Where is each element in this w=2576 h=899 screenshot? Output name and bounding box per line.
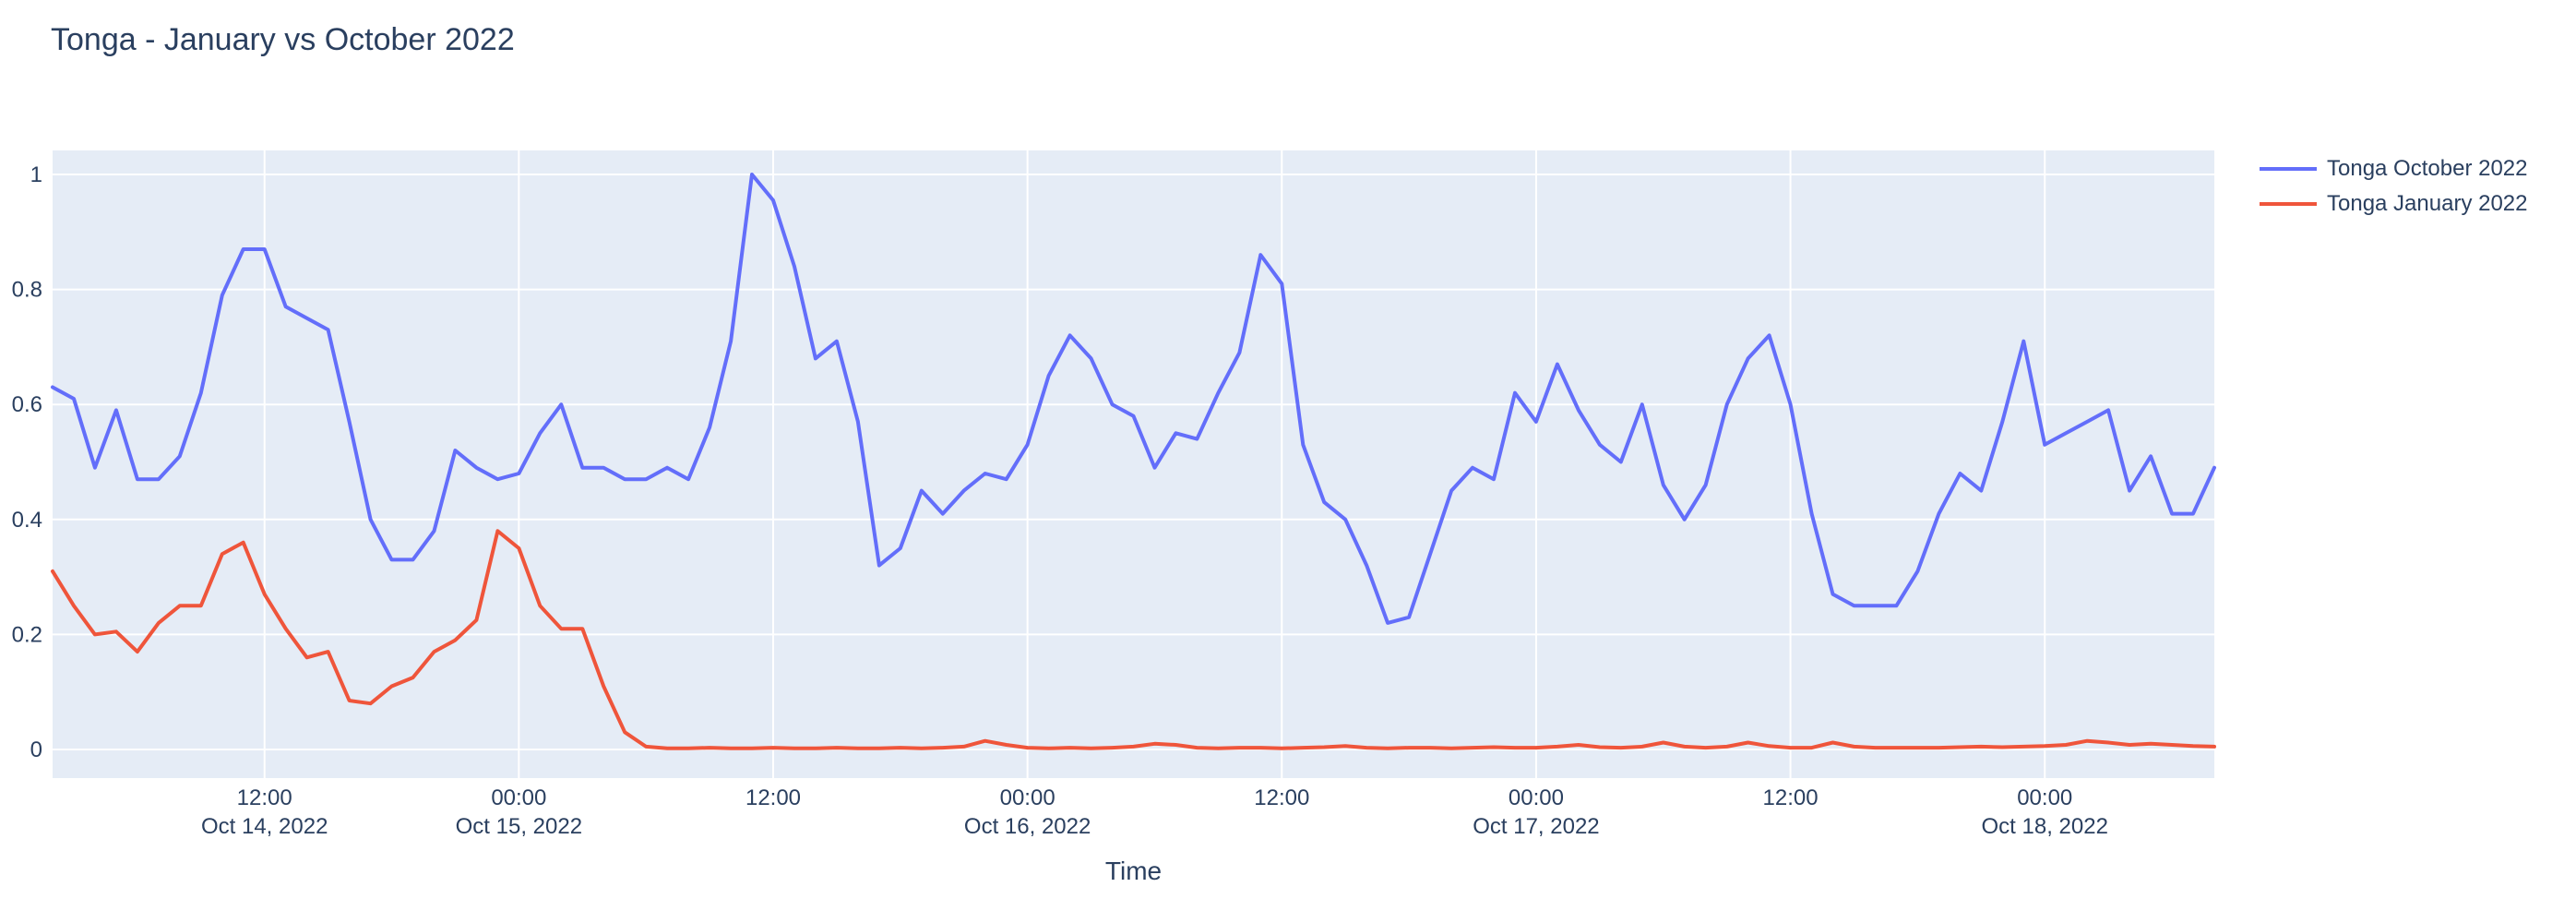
- legend-item-tonga-january-2022[interactable]: Tonga January 2022: [2260, 186, 2528, 222]
- x-tick-label: 00:00: [491, 785, 546, 810]
- y-tick-label: 0.2: [12, 622, 42, 647]
- plot-area[interactable]: [53, 150, 2214, 778]
- legend-label: Tonga January 2022: [2327, 191, 2528, 216]
- x-tick-label: 12:00: [237, 785, 292, 810]
- x-tick-date-label: Oct 18, 2022: [1982, 814, 2108, 839]
- x-tick-label: 12:00: [745, 785, 801, 810]
- x-tick-label: 00:00: [2017, 785, 2072, 810]
- legend-item-tonga-october-2022[interactable]: Tonga October 2022: [2260, 151, 2528, 186]
- legend-label: Tonga October 2022: [2327, 156, 2528, 181]
- series-line-tonga-october-2022[interactable]: [51, 173, 2216, 625]
- x-tick-date-label: Oct 14, 2022: [201, 814, 328, 839]
- x-tick-label: 00:00: [1509, 785, 1564, 810]
- y-tick-label: 0.4: [12, 508, 42, 533]
- y-tick-label: 1: [30, 162, 42, 187]
- series-line-tonga-january-2022[interactable]: [51, 529, 2216, 750]
- y-tick-label: 0: [30, 737, 42, 762]
- x-tick-date-label: Oct 17, 2022: [1473, 814, 1599, 839]
- x-tick-date-label: Oct 15, 2022: [456, 814, 582, 839]
- x-tick-date-label: Oct 16, 2022: [964, 814, 1091, 839]
- y-tick-label: 0.6: [12, 392, 42, 417]
- legend: Tonga October 2022 Tonga January 2022: [2260, 151, 2528, 222]
- x-tick-label: 00:00: [1000, 785, 1055, 810]
- x-axis-title: Time: [1104, 857, 1163, 885]
- legend-line-sample: [2260, 202, 2317, 206]
- y-tick-label: 0.8: [12, 278, 42, 303]
- legend-line-sample: [2260, 167, 2317, 171]
- x-tick-label: 12:00: [1254, 785, 1309, 810]
- x-tick-label: 12:00: [1763, 785, 1819, 810]
- chart-title: Tonga - January vs October 2022: [51, 22, 515, 57]
